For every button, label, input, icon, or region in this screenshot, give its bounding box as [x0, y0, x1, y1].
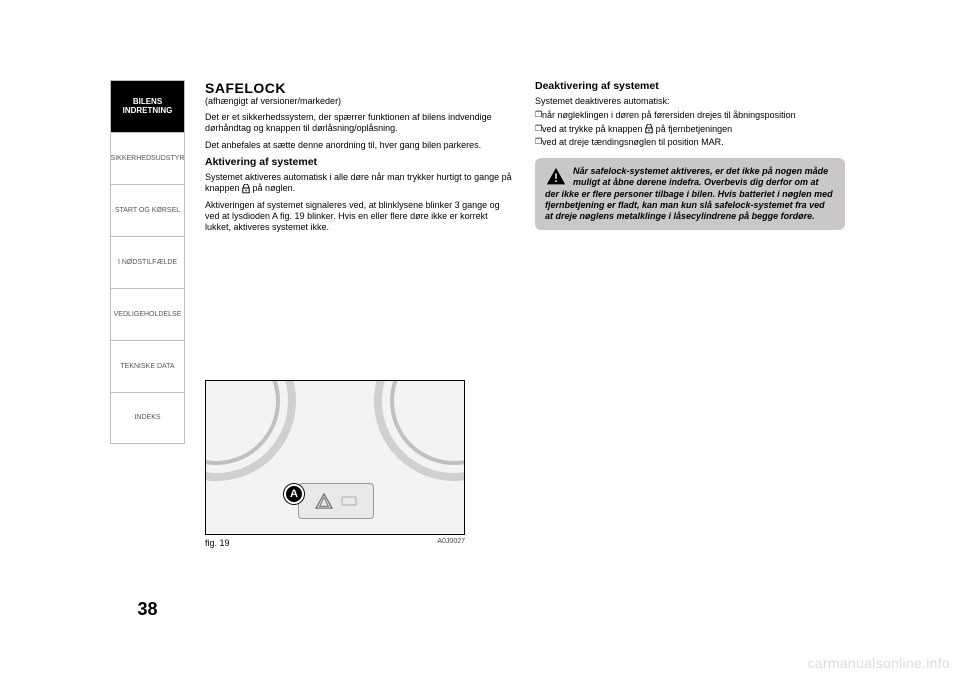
content-columns: SAFELOCK (afhængigt af versioner/markede…	[205, 80, 845, 238]
hazard-icon	[315, 493, 333, 509]
warning-icon	[545, 166, 567, 188]
hazard-button-panel	[298, 483, 374, 519]
paragraph: Det er et sikkerhedssystem, der spærrer …	[205, 112, 515, 134]
text: på nøglen.	[250, 183, 295, 193]
paragraph: Aktiveringen af systemet signaleres ved,…	[205, 200, 515, 232]
subtitle: (afhængigt af versioner/markeder)	[205, 96, 515, 106]
dashboard-vent	[205, 380, 296, 481]
tab-start-og-korsel[interactable]: START OG KØRSEL	[110, 184, 185, 236]
figure-caption: fig. 19	[205, 538, 230, 548]
warning-text: Når safelock-systemet aktiveres, er det …	[545, 166, 833, 221]
figure-image: A	[205, 380, 465, 535]
bullet-item: ❒når nøgleklingen i døren på førersiden …	[535, 110, 845, 121]
bullet-marker: ❒	[535, 124, 542, 135]
tab-indeks[interactable]: INDEKS	[110, 392, 185, 444]
warning-box: Når safelock-systemet aktiveres, er det …	[535, 158, 845, 230]
paragraph: Systemet deaktiveres automatisk:	[535, 96, 845, 107]
left-column: SAFELOCK (afhængigt af versioner/markede…	[205, 80, 515, 238]
right-column: Deaktivering af systemet Systemet deakti…	[535, 80, 845, 238]
text: når nøgleklingen i døren på førersiden d…	[542, 110, 796, 121]
figure-19: A fig. 19 A0J0027	[205, 380, 465, 548]
lock-icon	[242, 184, 250, 194]
paragraph: Det anbefales at sætte denne anordning t…	[205, 140, 515, 151]
paragraph: Systemet aktiveres automatisk i alle dør…	[205, 172, 515, 194]
figure-caption-row: fig. 19 A0J0027	[205, 538, 465, 548]
tab-bilens-indretning[interactable]: BILENS INDRETNING	[110, 80, 185, 132]
bullet-marker: ❒	[535, 110, 542, 121]
tab-tekniske-data[interactable]: TEKNISKE DATA	[110, 340, 185, 392]
page-number: 38	[110, 599, 185, 620]
tab-i-nodstilfaelde[interactable]: I NØDSTILFÆLDE	[110, 236, 185, 288]
text: ved at trykke på knappen på fjernbetjeni…	[542, 124, 732, 135]
heading-safelock: SAFELOCK	[205, 80, 515, 96]
tab-vedligeholdelse[interactable]: VEDLIGEHOLDELSE	[110, 288, 185, 340]
section-tabs: BILENS INDRETNING SIKKERHEDSUDSTYR START…	[110, 80, 185, 444]
bullet-item: ❒ved at trykke på knappen på fjernbetjen…	[535, 124, 845, 135]
watermark: carmanualsonline.info	[808, 655, 951, 671]
door-lock-icon	[341, 495, 357, 507]
figure-code: A0J0027	[437, 538, 465, 548]
manual-page: BILENS INDRETNING SIKKERHEDSUDSTYR START…	[110, 80, 850, 620]
text: ved at dreje tændingsnøglen til position…	[542, 137, 724, 148]
dashboard-vent	[374, 380, 465, 481]
bullet-marker: ❒	[535, 137, 542, 148]
heading-aktivering: Aktivering af systemet	[205, 156, 515, 168]
heading-deaktivering: Deaktivering af systemet	[535, 80, 845, 92]
bullet-item: ❒ved at dreje tændingsnøglen til positio…	[535, 137, 845, 148]
tab-sikkerhedsudstyr[interactable]: SIKKERHEDSUDSTYR	[110, 132, 185, 184]
callout-label-a: A	[284, 484, 304, 504]
lock-icon	[645, 124, 653, 134]
